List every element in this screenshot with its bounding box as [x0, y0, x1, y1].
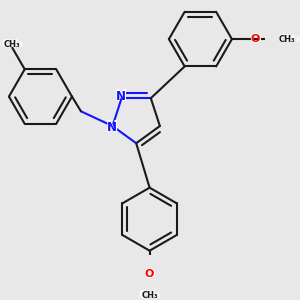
- Text: CH₃: CH₃: [139, 290, 161, 300]
- Text: O: O: [144, 267, 155, 281]
- Text: CH₃: CH₃: [278, 34, 300, 44]
- Text: O: O: [249, 32, 261, 46]
- Text: O: O: [250, 34, 260, 44]
- Text: N: N: [107, 121, 117, 134]
- Text: CH₃: CH₃: [278, 34, 295, 43]
- Text: CH₃: CH₃: [1, 39, 23, 50]
- Text: CH₃: CH₃: [141, 291, 158, 300]
- Text: N: N: [116, 91, 126, 103]
- Text: N: N: [115, 89, 127, 104]
- Text: N: N: [106, 120, 118, 135]
- Text: CH₃: CH₃: [4, 40, 21, 49]
- Text: O: O: [145, 269, 154, 279]
